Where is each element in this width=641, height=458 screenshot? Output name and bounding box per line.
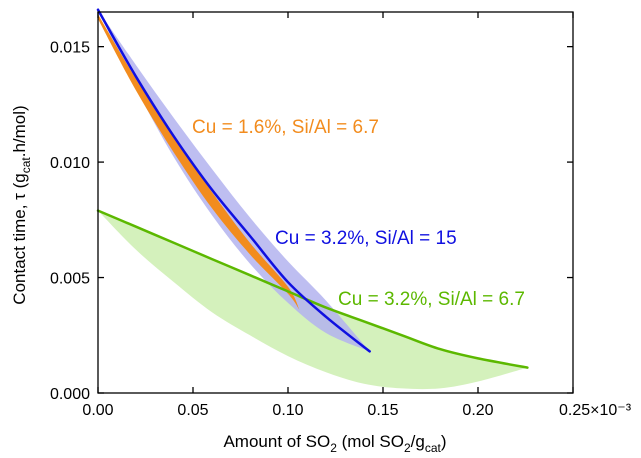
x-tick-label: 0.20 [462,402,493,419]
x-tick-label: 0.00 [82,402,113,419]
annotation-cu32-siAl15: Cu = 3.2%, Si/Al = 15 [275,228,457,249]
plot-frame [97,11,574,394]
y-tick-label: 0.005 [50,271,90,288]
series-lines [96,8,529,369]
series-2-band [98,14,300,310]
y-tick-label: 0.015 [50,40,90,57]
x-tick-label: 0.25×10⁻³ [559,402,632,419]
x-tick-label: 0.10 [272,402,303,419]
x-axis-label: Amount of SO2 (mol SO2/gcat) [223,432,446,455]
annotation-cu32-siAl67: Cu = 3.2%, Si/Al = 6.7 [338,289,525,310]
axes-box [97,11,574,394]
x-tick-label: 0.15 [367,402,398,419]
series-0-band [98,210,528,390]
axis-ticks: 0.00 0.05 0.10 0.15 0.20 0.25×10⁻³ 0.000 0.005 0… [50,12,632,419]
y-tick-label: 0.000 [50,386,90,403]
series-1-line [96,8,371,353]
y-tick-label: 0.010 [50,155,90,172]
annotation-cu16-siAl67: Cu = 1.6%, Si/Al = 6.7 [192,117,379,138]
confidence-bands [98,9,528,390]
x-tick-label: 0.05 [177,402,208,419]
y-axis-label: Contact time, τ (gcat.h/mol) [10,105,33,304]
